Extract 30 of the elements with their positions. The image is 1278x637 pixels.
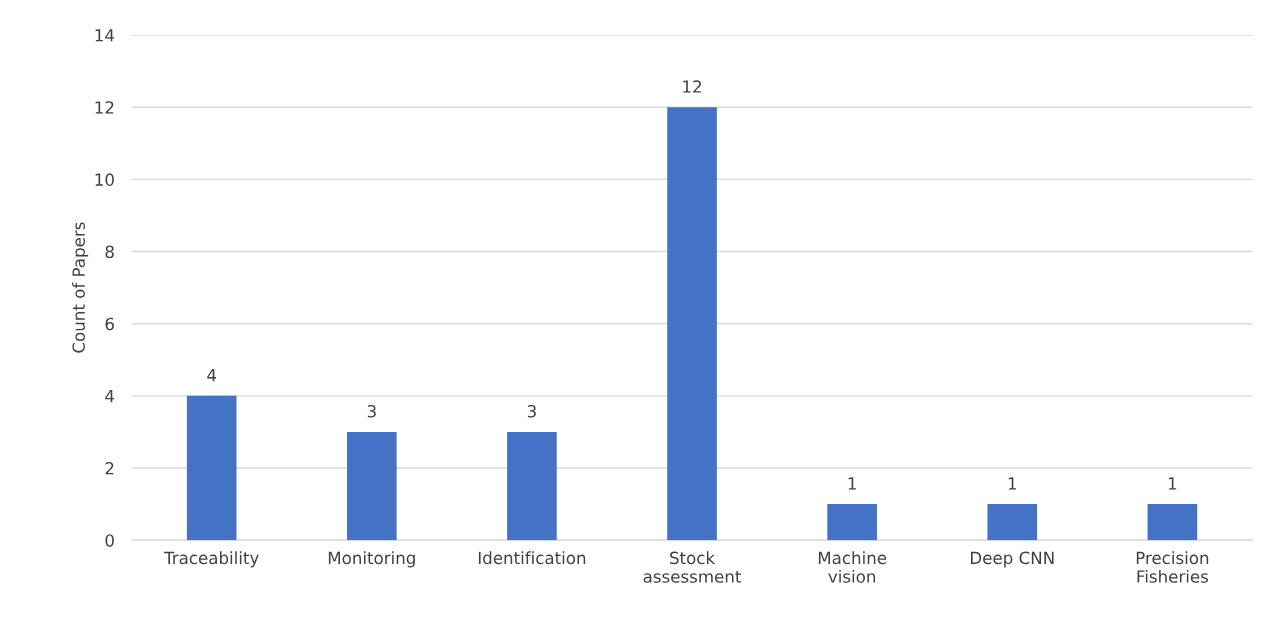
y-tick-label: 6: [105, 317, 114, 331]
bar: [346, 431, 397, 541]
x-tick-label: Stock assessment: [643, 551, 742, 583]
bar: [1147, 504, 1198, 541]
data-label: 1: [1168, 477, 1177, 490]
data-label: 1: [1008, 477, 1017, 490]
x-tick-label: Monitoring: [328, 551, 415, 568]
data-label: 1: [848, 477, 856, 490]
y-tick-label: 2: [105, 461, 114, 475]
y-tick-label: 10: [95, 173, 114, 186]
bar: [507, 431, 557, 541]
y-axis-title: Count of Papers: [72, 222, 89, 353]
y-tick-label: 12: [95, 101, 114, 114]
data-label: 3: [527, 404, 536, 418]
y-tick-label: 8: [105, 245, 114, 259]
bar: [667, 107, 717, 541]
x-tick-label: Traceability: [164, 551, 259, 568]
bar: [186, 395, 237, 541]
y-tick-label: 0: [105, 534, 114, 547]
x-tick-label: Precision Fisheries: [1136, 551, 1209, 583]
x-tick-label: Deep CNN: [971, 551, 1054, 568]
data-label: 12: [683, 80, 701, 93]
y-tick-label: 14: [95, 29, 115, 42]
data-label: 4: [207, 369, 217, 382]
x-tick-label: Identification: [478, 551, 586, 565]
y-tick-label: 4: [105, 390, 115, 403]
data-label: 3: [367, 404, 376, 418]
bar: [827, 504, 877, 541]
bar: [987, 504, 1038, 541]
x-tick-label: Machine vision: [818, 551, 887, 583]
